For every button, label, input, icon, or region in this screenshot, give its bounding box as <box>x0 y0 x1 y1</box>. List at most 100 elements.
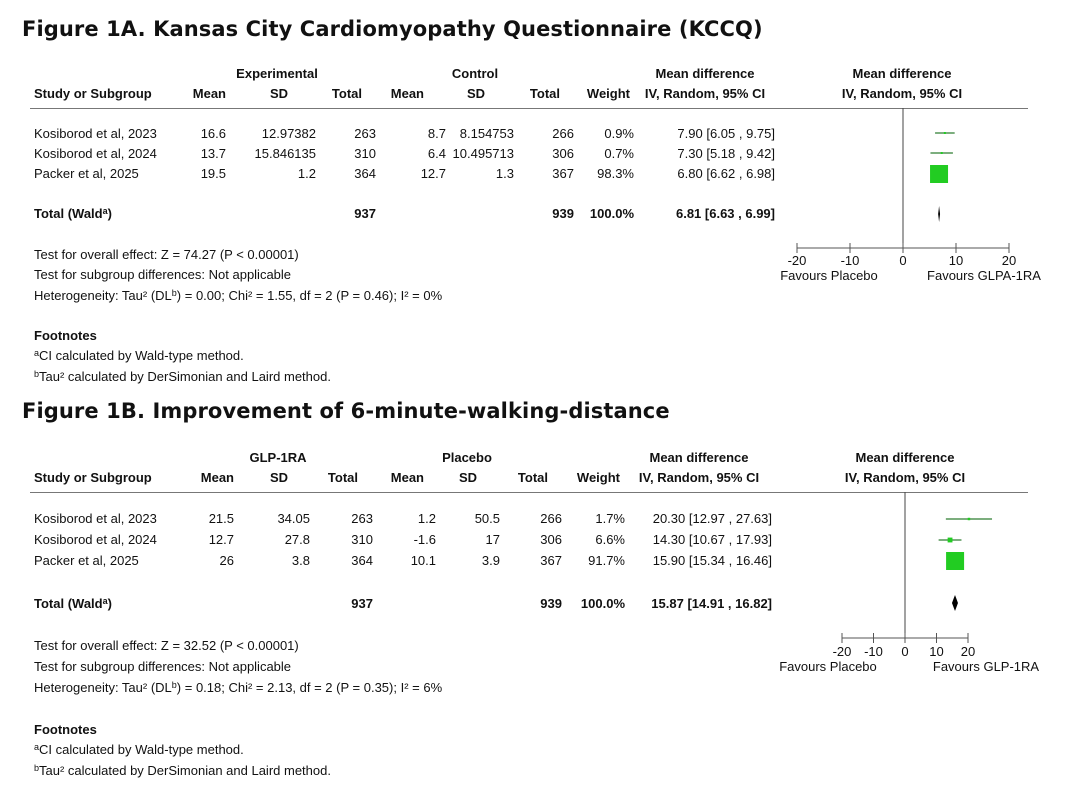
total-c: 306 <box>552 146 574 161</box>
col-header-mean-c: Mean <box>390 86 424 101</box>
col-header-md-right: IV, Random, 95% CI <box>844 470 966 485</box>
col-header-total-e: Total <box>327 470 358 485</box>
study-name: Packer et al, 2025 <box>34 166 139 181</box>
mean-c: 6.4 <box>427 146 446 161</box>
total-ci-text: 6.81 [6.63 , 6.99] <box>675 206 775 221</box>
total-c: 266 <box>540 511 562 526</box>
mean-e: 16.6 <box>200 126 226 141</box>
sd-e: 34.05 <box>277 511 310 526</box>
study-name: Kosiborod et al, 2023 <box>34 511 157 526</box>
group-header-control: Placebo <box>442 450 492 465</box>
total-label: Total (Walda) <box>34 596 112 611</box>
forest-plot: -20 -10 0 10 20 Favours Placebo Favours GLP-1R… <box>779 492 1039 674</box>
total-c: 367 <box>552 166 574 181</box>
mean-e: 26 <box>219 553 234 568</box>
x-tick-label: 0 <box>899 253 906 268</box>
footnotes-heading: Footnotes <box>34 722 97 737</box>
total-e: 364 <box>354 166 376 181</box>
col-header-study: Study or Subgroup <box>34 470 152 485</box>
x-tick-label: -10 <box>864 644 883 659</box>
total-label: Total (Walda) <box>34 206 112 221</box>
footnote-a: aCI calculated by Wald-type method. <box>34 348 244 363</box>
effect-square <box>930 165 949 183</box>
mean-c: 1.2 <box>417 511 436 526</box>
col-header-md-left: IV, Random, 95% CI <box>638 470 760 485</box>
weight: 0.7% <box>604 146 634 161</box>
col-header-mean-e: Mean <box>192 86 226 101</box>
ci-text: 7.30 [5.18 , 9.42] <box>677 146 775 161</box>
col-header-weight: Weight <box>586 86 630 101</box>
total-e: 937 <box>354 206 376 221</box>
col-header-total-e: Total <box>331 86 362 101</box>
col-header-study: Study or Subgroup <box>34 86 152 101</box>
weight: 0.9% <box>604 126 634 141</box>
weight: 6.6% <box>595 532 625 547</box>
subgroup-test: Test for subgroup differences: Not appli… <box>34 659 292 674</box>
favours-left-label: Favours Placebo <box>780 268 878 283</box>
sd-e: 15.846135 <box>254 146 316 161</box>
heterogeneity: Heterogeneity: Tau² (DLb) = 0.18; Chi² =… <box>34 680 443 695</box>
x-tick-label: 10 <box>949 253 963 268</box>
col-header-total-c: Total <box>529 86 560 101</box>
effect-square <box>967 517 971 521</box>
mean-c: 8.7 <box>427 126 446 141</box>
study-name: Kosiborod et al, 2023 <box>34 126 157 141</box>
total-e: 263 <box>351 511 373 526</box>
sd-c: 10.495713 <box>452 146 514 161</box>
overall-effect-test: Test for overall effect: Z = 32.52 (P < … <box>34 638 299 653</box>
total-c: 367 <box>540 553 562 568</box>
col-header-sd-c: SD <box>458 470 477 485</box>
mean-e: 19.5 <box>200 166 226 181</box>
subgroup-test: Test for subgroup differences: Not appli… <box>34 267 292 282</box>
header-rule <box>30 492 1028 493</box>
sd-e: 3.8 <box>291 553 310 568</box>
col-header-md-left: IV, Random, 95% CI <box>644 86 766 101</box>
group-header-md-right: Mean difference <box>852 66 952 81</box>
footnote-a: aCI calculated by Wald-type method. <box>34 742 244 757</box>
figure-title: Figure 1B. Improvement of 6-minute-walki… <box>22 399 670 423</box>
col-header-mean-c: Mean <box>390 470 424 485</box>
group-header-md-left: Mean difference <box>649 450 749 465</box>
mean-c: -1.6 <box>413 532 436 547</box>
col-header-weight: Weight <box>576 470 620 485</box>
total-weight: 100.0% <box>589 206 634 221</box>
effect-square <box>946 552 965 570</box>
x-tick-label: -10 <box>841 253 860 268</box>
effect-square <box>947 537 953 543</box>
col-header-mean-e: Mean <box>200 470 234 485</box>
ci-text: 14.30 [10.67 , 17.93] <box>652 532 772 547</box>
footnote-b: bTau² calculated by DerSimonian and Lair… <box>34 763 331 778</box>
ci-text: 15.90 [15.34 , 16.46] <box>652 553 772 568</box>
col-header-total-c: Total <box>517 470 548 485</box>
x-tick-label: 10 <box>929 644 943 659</box>
col-header-sd-e: SD <box>269 86 288 101</box>
mean-c: 12.7 <box>420 166 446 181</box>
favours-right-label: Favours GLPA-1RA <box>927 268 1041 283</box>
total-c: 939 <box>552 206 574 221</box>
col-header-md-right: IV, Random, 95% CI <box>841 86 963 101</box>
ci-text: 6.80 [6.62 , 6.98] <box>677 166 775 181</box>
sd-c: 3.9 <box>481 553 500 568</box>
total-e: 937 <box>351 596 373 611</box>
group-header-experimental: GLP-1RA <box>249 450 307 465</box>
effect-square <box>940 152 943 154</box>
total-weight: 100.0% <box>580 596 625 611</box>
footnotes-heading: Footnotes <box>34 328 97 343</box>
mean-e: 21.5 <box>208 511 234 526</box>
col-header-sd-c: SD <box>466 86 485 101</box>
total-e: 310 <box>351 532 373 547</box>
sd-e: 27.8 <box>284 532 310 547</box>
footnote-b: bTau² calculated by DerSimonian and Lair… <box>34 369 331 384</box>
favours-left-label: Favours Placebo <box>779 659 877 674</box>
weight: 91.7% <box>588 553 625 568</box>
total-e: 263 <box>354 126 376 141</box>
x-tick-label: 20 <box>961 644 975 659</box>
figure-title: Figure 1A. Kansas City Cardiomyopathy Qu… <box>22 17 763 41</box>
group-header-experimental: Experimental <box>236 66 318 81</box>
sd-e: 1.2 <box>297 166 316 181</box>
overall-effect-test: Test for overall effect: Z = 74.27 (P < … <box>34 247 299 262</box>
total-e: 310 <box>354 146 376 161</box>
total-ci-text: 15.87 [14.91 , 16.82] <box>651 596 772 611</box>
sd-c: 17 <box>485 532 500 547</box>
effect-square <box>943 132 946 134</box>
